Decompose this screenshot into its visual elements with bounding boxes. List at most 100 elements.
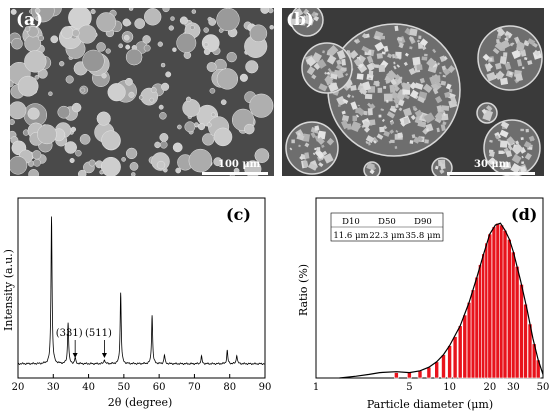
sem-flake <box>389 129 395 135</box>
sem-flake <box>523 141 532 149</box>
sem-flake <box>381 118 385 122</box>
sem-flake <box>489 150 495 157</box>
sem-flake <box>521 155 524 159</box>
sem-flake <box>383 85 387 89</box>
sem-flake <box>511 49 521 59</box>
sem-flake <box>316 58 327 69</box>
sem-flake <box>416 39 421 43</box>
sem-b-particles <box>285 8 543 176</box>
sem-flake <box>323 153 334 164</box>
sem-flake <box>409 28 418 37</box>
sem-flake <box>300 20 306 26</box>
sem-particle <box>33 158 41 167</box>
sem-particle <box>203 27 209 33</box>
psd-xlabel: Particle diameter (μm) <box>367 398 493 411</box>
sem-particle <box>125 147 138 160</box>
sem-flake <box>416 64 423 71</box>
psd-bar <box>426 366 432 379</box>
psd-bar <box>441 354 446 379</box>
sem-flake <box>359 87 368 96</box>
sem-particle <box>216 68 239 90</box>
sem-flake <box>367 86 375 93</box>
sem-particle <box>72 29 80 37</box>
psd-table-value: 22.3 μm <box>369 231 404 241</box>
sem-particle <box>159 112 167 120</box>
sem-particle <box>165 71 172 78</box>
psd-table: D10 11.6 μm D50 22.3 μm D90 35.8 μm <box>330 212 444 242</box>
sem-flake <box>436 127 440 133</box>
sem-flake <box>442 68 451 76</box>
sem-flake <box>397 99 405 107</box>
sem-flake <box>365 135 375 144</box>
sem-flake <box>394 73 401 80</box>
sem-particle <box>182 99 201 117</box>
sem-flake <box>350 120 362 133</box>
sem-flake <box>350 101 358 110</box>
sem-flake <box>305 56 317 67</box>
sem-flake <box>378 114 382 118</box>
sem-particle <box>176 32 197 53</box>
sem-flake <box>330 73 338 80</box>
xrd-annotation: (511) <box>85 328 112 339</box>
sem-flake <box>495 72 504 81</box>
sem-flake <box>394 55 398 59</box>
sem-flake <box>302 160 309 168</box>
sem-flake <box>496 27 506 37</box>
psd-bar <box>519 284 524 379</box>
sem-flake <box>413 107 418 112</box>
psd-bar <box>417 370 423 379</box>
sem-particle <box>29 17 35 22</box>
sem-flake <box>409 140 414 144</box>
sem-particle <box>38 35 45 42</box>
sem-particle <box>194 122 199 127</box>
sem-particle <box>131 172 136 176</box>
xrd-xlabel: 2θ (degree) <box>108 396 173 409</box>
sem-particle <box>211 112 216 117</box>
sem-flake <box>398 76 403 80</box>
sem-flake <box>316 147 321 152</box>
psd-bar <box>502 230 508 379</box>
sem-particle <box>249 93 274 118</box>
sem-particle <box>27 107 40 120</box>
sem-flake <box>450 96 458 105</box>
sem-particle <box>206 122 212 128</box>
sem-particle <box>154 141 161 149</box>
psd-xtick-label: 20 <box>483 382 496 393</box>
sem-flake <box>345 72 349 77</box>
panel-label-c: (c) <box>226 205 251 224</box>
xrd-xtick-label: 60 <box>153 382 166 393</box>
sem-flake <box>366 62 375 72</box>
sem-particle <box>129 162 139 171</box>
sem-flake <box>524 152 532 161</box>
sem-flake <box>419 38 429 47</box>
xrd-xtick-label: 30 <box>47 382 60 393</box>
sem-flake <box>291 139 295 144</box>
sem-flake <box>397 132 404 139</box>
sem-flake <box>404 52 409 57</box>
sem-flake <box>496 39 500 43</box>
psd-xtick-label: 5 <box>406 382 412 393</box>
sem-flake <box>402 107 413 117</box>
sem-flake <box>304 14 312 22</box>
sem-flake <box>304 142 310 148</box>
sem-flake <box>389 84 396 93</box>
sem-flake <box>522 66 525 70</box>
sem-flake <box>356 73 364 80</box>
sem-flake <box>368 70 374 76</box>
psd-xtick-label: 10 <box>443 382 456 393</box>
sem-flake <box>499 129 509 138</box>
sem-flake <box>376 133 384 140</box>
sem-particle <box>157 41 163 47</box>
sem-particle <box>203 42 209 47</box>
psd-fit-curve <box>339 222 544 379</box>
sem-flake <box>403 117 410 124</box>
sem-flake <box>500 39 511 50</box>
sem-flake <box>393 65 397 70</box>
sem-flake <box>423 112 436 124</box>
sem-particle <box>10 156 28 175</box>
sem-flake <box>361 45 370 53</box>
sem-flake <box>525 128 529 133</box>
sem-particle <box>175 167 182 174</box>
sem-flake <box>346 93 351 98</box>
psd-bar <box>511 251 516 379</box>
